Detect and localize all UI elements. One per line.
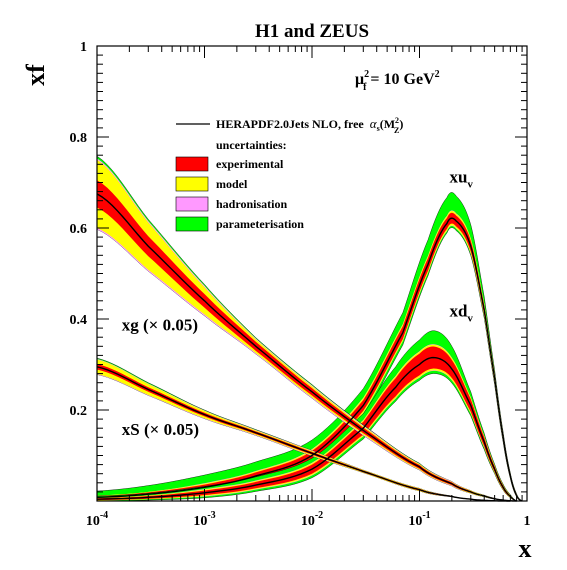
legend-label-parameterisation: parameterisation bbox=[216, 217, 304, 231]
y-tick-label: 0.8 bbox=[70, 131, 88, 146]
axis-ticks bbox=[96, 45, 527, 502]
tick-labels: 0.2 0.4 0.6 0.8 1 10-4 10-3 10-2 10-1 1 bbox=[70, 40, 531, 529]
legend: HERAPDF2.0Jets NLO, free αs(M2 Z) uncertai… bbox=[175, 116, 403, 232]
legend-swatch-hadronisation bbox=[175, 196, 209, 212]
uncertainty-bands bbox=[96, 155, 523, 502]
legend-swatch-model bbox=[175, 176, 209, 192]
x-tick-label: 1 bbox=[524, 514, 531, 529]
y-tick-label: 0.4 bbox=[70, 313, 88, 328]
x-tick-label: 10-3 bbox=[193, 510, 215, 529]
x-tick-label: 10-4 bbox=[86, 510, 108, 529]
curve-label-xu: xuv bbox=[449, 168, 473, 191]
curve-labels: xuv xdv xg (× 0.05) xS (× 0.05) bbox=[122, 168, 474, 440]
y-tick-label: 1 bbox=[80, 40, 87, 55]
chart-subtitle: μ2 f = 10 GeV2 bbox=[355, 69, 440, 93]
y-tick-label: 0.2 bbox=[70, 404, 88, 419]
legend-line-label: HERAPDF2.0Jets NLO, free αs(M2 Z) bbox=[216, 116, 403, 135]
curve-label-xd: xdv bbox=[449, 302, 473, 325]
legend-header: uncertainties: bbox=[216, 138, 287, 152]
x-tick-label: 10-1 bbox=[408, 510, 430, 529]
y-axis-title: xf bbox=[21, 64, 50, 86]
y-tick-label: 0.6 bbox=[70, 222, 88, 237]
legend-swatch-experimental bbox=[175, 156, 209, 172]
central-curve bbox=[96, 356, 517, 502]
x-axis-title: x bbox=[519, 534, 532, 563]
curve-label-xg: xg (× 0.05) bbox=[122, 315, 198, 334]
central-curve bbox=[96, 193, 517, 502]
experimental-band bbox=[97, 346, 517, 501]
legend-label-model: model bbox=[216, 177, 248, 191]
central-curve bbox=[96, 217, 523, 502]
legend-label-experimental: experimental bbox=[216, 157, 284, 171]
legend-label-hadronisation: hadronisation bbox=[216, 197, 287, 211]
chart-title: H1 and ZEUS bbox=[255, 21, 369, 42]
legend-swatch-parameterisation bbox=[175, 216, 209, 232]
curve-label-xs: xS (× 0.05) bbox=[122, 420, 199, 439]
x-tick-label: 10-2 bbox=[301, 510, 323, 529]
